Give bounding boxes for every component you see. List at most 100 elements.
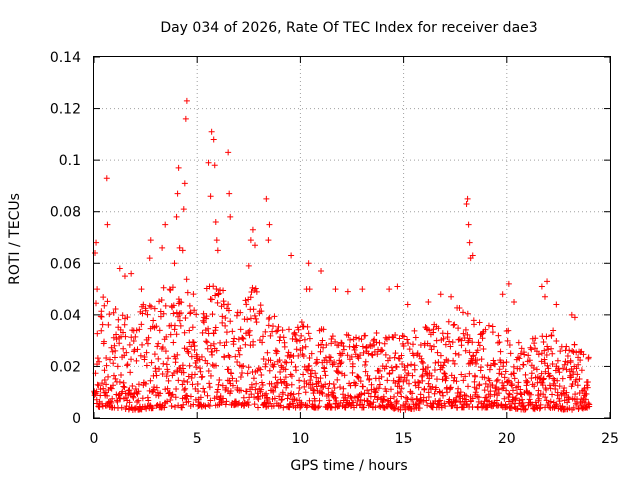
data-point bbox=[318, 389, 325, 396]
data-point bbox=[495, 390, 502, 397]
data-point bbox=[405, 380, 412, 387]
data-point bbox=[245, 262, 252, 269]
data-point bbox=[515, 379, 522, 386]
data-point bbox=[126, 341, 133, 348]
data-point bbox=[515, 339, 522, 346]
data-point bbox=[437, 291, 444, 298]
data-point bbox=[326, 401, 333, 408]
data-point bbox=[391, 405, 398, 412]
data-point bbox=[439, 376, 446, 383]
data-point bbox=[469, 252, 476, 259]
data-point bbox=[447, 385, 454, 392]
data-point bbox=[378, 373, 385, 380]
data-point bbox=[245, 402, 252, 409]
data-point bbox=[388, 364, 395, 371]
data-point bbox=[116, 340, 123, 347]
data-point bbox=[205, 159, 212, 166]
data-point bbox=[536, 405, 543, 412]
data-point bbox=[222, 315, 229, 322]
data-point bbox=[433, 376, 440, 383]
data-point bbox=[267, 357, 274, 364]
data-point bbox=[527, 391, 534, 398]
data-point bbox=[306, 362, 313, 369]
data-point bbox=[332, 338, 339, 345]
data-point bbox=[108, 399, 115, 406]
data-point bbox=[506, 390, 513, 397]
data-point bbox=[359, 401, 366, 408]
data-point bbox=[455, 325, 462, 332]
data-point bbox=[505, 327, 512, 334]
data-point bbox=[460, 377, 467, 384]
data-point bbox=[286, 401, 293, 408]
data-point bbox=[219, 313, 226, 320]
data-point bbox=[295, 352, 302, 359]
data-point bbox=[496, 339, 503, 346]
data-point bbox=[318, 268, 325, 275]
data-point bbox=[331, 384, 338, 391]
data-point bbox=[526, 357, 533, 364]
data-point bbox=[253, 288, 260, 295]
data-point bbox=[189, 381, 196, 388]
data-point bbox=[130, 348, 137, 355]
data-point bbox=[213, 362, 220, 369]
data-point bbox=[215, 381, 222, 388]
data-point bbox=[153, 372, 160, 379]
data-point bbox=[254, 394, 261, 401]
data-point bbox=[128, 270, 135, 277]
data-point bbox=[535, 351, 542, 358]
axes: 0 5 10 15 20 25 0 0.02 0.04 0.06 0.08 0.1 0.12 0.14 bbox=[50, 50, 619, 447]
data-point bbox=[400, 342, 407, 349]
data-point bbox=[240, 363, 247, 370]
data-point bbox=[193, 311, 200, 318]
data-point bbox=[154, 343, 161, 350]
data-point bbox=[99, 321, 106, 328]
data-point bbox=[187, 309, 194, 316]
data-point bbox=[115, 392, 122, 399]
data-point bbox=[185, 350, 192, 357]
data-point bbox=[544, 362, 551, 369]
data-point bbox=[136, 326, 143, 333]
data-point bbox=[397, 388, 404, 395]
data-point bbox=[539, 382, 546, 389]
data-point bbox=[188, 343, 195, 350]
data-point bbox=[554, 389, 561, 396]
data-point bbox=[519, 399, 526, 406]
data-point bbox=[213, 285, 220, 292]
data-point bbox=[409, 396, 416, 403]
data-point bbox=[367, 400, 374, 407]
data-point bbox=[298, 319, 305, 326]
data-point bbox=[441, 400, 448, 407]
data-point bbox=[277, 376, 284, 383]
data-point bbox=[189, 324, 196, 331]
data-point bbox=[187, 402, 194, 409]
data-point bbox=[472, 389, 479, 396]
data-point bbox=[333, 398, 340, 405]
data-point bbox=[399, 332, 406, 339]
data-point bbox=[521, 351, 528, 358]
data-point bbox=[182, 314, 189, 321]
data-point bbox=[150, 387, 157, 394]
data-point bbox=[532, 335, 539, 342]
data-point bbox=[362, 358, 369, 365]
data-point bbox=[253, 380, 260, 387]
data-point bbox=[528, 346, 535, 353]
data-point bbox=[365, 390, 372, 397]
data-point bbox=[389, 367, 396, 374]
data-point bbox=[541, 360, 548, 367]
data-point bbox=[104, 298, 111, 305]
data-point bbox=[152, 368, 159, 375]
data-point bbox=[387, 395, 394, 402]
data-point bbox=[462, 347, 469, 354]
data-point bbox=[93, 388, 100, 395]
data-point bbox=[142, 307, 149, 314]
data-point bbox=[398, 393, 405, 400]
data-point bbox=[296, 384, 303, 391]
data-point bbox=[556, 369, 563, 376]
data-point bbox=[298, 332, 305, 339]
data-point bbox=[326, 397, 333, 404]
data-point bbox=[112, 347, 119, 354]
data-point bbox=[101, 367, 108, 374]
data-point bbox=[181, 329, 188, 336]
data-point bbox=[103, 362, 110, 369]
data-point bbox=[355, 355, 362, 362]
